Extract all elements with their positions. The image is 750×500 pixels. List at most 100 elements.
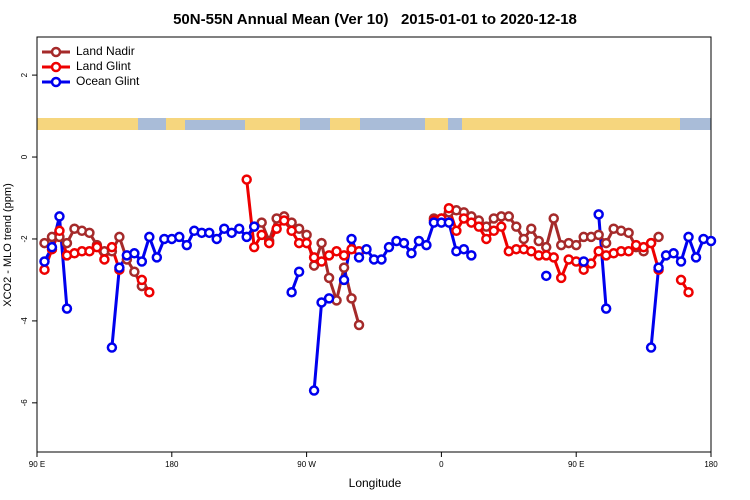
y-axis-label: XCO2 - MLO trend (ppm) xyxy=(2,183,14,306)
data-point xyxy=(623,246,634,257)
data-point xyxy=(443,217,455,228)
y-tick-label: 0 xyxy=(20,154,29,159)
data-point xyxy=(323,272,335,284)
y-tick-label: -6 xyxy=(20,399,29,407)
data-point xyxy=(99,254,110,265)
data-point xyxy=(106,241,118,253)
data-point xyxy=(376,254,387,265)
data-point xyxy=(151,252,163,263)
y-tick-label: -2 xyxy=(20,235,29,243)
data-point xyxy=(301,237,312,249)
data-point xyxy=(540,241,552,253)
data-point xyxy=(578,264,589,275)
data-point xyxy=(106,342,118,353)
data-point xyxy=(338,274,350,286)
x-axis-label: Longitude xyxy=(349,476,402,490)
data-point xyxy=(286,286,297,298)
data-point xyxy=(458,243,470,255)
x-tick-label: 180 xyxy=(704,460,718,469)
data-point xyxy=(181,239,193,251)
data-point xyxy=(675,256,687,267)
data-point xyxy=(533,235,545,247)
data-point xyxy=(54,211,65,222)
data-point xyxy=(570,239,582,251)
data-point xyxy=(39,264,50,275)
data-point xyxy=(248,221,260,232)
data-point xyxy=(316,237,327,249)
data-point xyxy=(645,237,657,249)
data-point xyxy=(323,250,335,261)
data-point xyxy=(398,237,410,249)
data-point xyxy=(233,223,245,234)
data-point xyxy=(593,229,604,241)
data-point xyxy=(668,248,679,259)
data-point xyxy=(540,270,552,282)
data-point xyxy=(263,237,275,249)
data-point xyxy=(39,237,50,249)
data-point xyxy=(645,342,657,353)
data-point xyxy=(600,303,612,314)
data-point xyxy=(241,231,252,243)
data-point xyxy=(129,248,140,259)
chart-title: 50N-55N Annual Mean (Ver 10) 2015-01-01 … xyxy=(173,11,577,28)
data-point xyxy=(301,229,312,241)
data-point xyxy=(511,221,522,232)
data-point xyxy=(136,256,148,267)
water-band xyxy=(300,118,330,130)
legend-label: Land Nadir xyxy=(76,44,135,58)
data-point xyxy=(286,225,297,237)
water-band xyxy=(448,118,462,130)
x-tick-label: 90 W xyxy=(297,460,316,469)
data-point xyxy=(683,231,694,243)
y-tick-label: 2 xyxy=(20,72,29,77)
data-point xyxy=(473,221,485,232)
data-point xyxy=(443,202,455,214)
data-point xyxy=(526,223,537,234)
data-point xyxy=(481,233,492,245)
data-point xyxy=(136,274,148,286)
data-point xyxy=(308,252,320,263)
data-point xyxy=(683,286,694,298)
data-point xyxy=(338,262,350,273)
map-strip xyxy=(37,118,711,130)
data-point xyxy=(548,213,559,224)
data-point xyxy=(256,217,267,228)
data-point xyxy=(211,233,222,245)
data-point xyxy=(690,252,702,263)
data-point xyxy=(256,229,267,241)
legend-marker xyxy=(50,46,62,58)
data-point xyxy=(346,233,357,245)
data-point xyxy=(488,225,500,237)
data-point xyxy=(406,248,417,259)
legend-marker xyxy=(50,61,62,73)
data-point xyxy=(91,241,103,253)
x-tick-label: 0 xyxy=(439,460,444,469)
x-tick-label: 90 E xyxy=(568,460,584,469)
data-point xyxy=(114,231,125,243)
data-point xyxy=(361,243,372,255)
data-point xyxy=(600,237,612,249)
data-point xyxy=(555,272,567,284)
data-point xyxy=(271,223,282,234)
data-point xyxy=(144,286,155,298)
data-point xyxy=(413,235,425,247)
data-point xyxy=(248,241,260,253)
data-point xyxy=(114,262,125,273)
data-point xyxy=(323,293,335,304)
legend-label: Ocean Glint xyxy=(76,74,140,88)
data-point xyxy=(54,225,65,237)
data-point xyxy=(46,241,58,253)
data-point xyxy=(353,319,365,331)
data-point xyxy=(526,246,537,257)
data-point xyxy=(84,227,95,239)
data-point xyxy=(346,293,357,304)
data-point xyxy=(593,209,604,220)
data-point xyxy=(61,237,73,249)
water-band xyxy=(680,118,711,130)
data-point xyxy=(578,256,589,267)
data-point xyxy=(308,385,320,396)
data-point xyxy=(353,252,365,263)
data-point xyxy=(144,231,155,243)
